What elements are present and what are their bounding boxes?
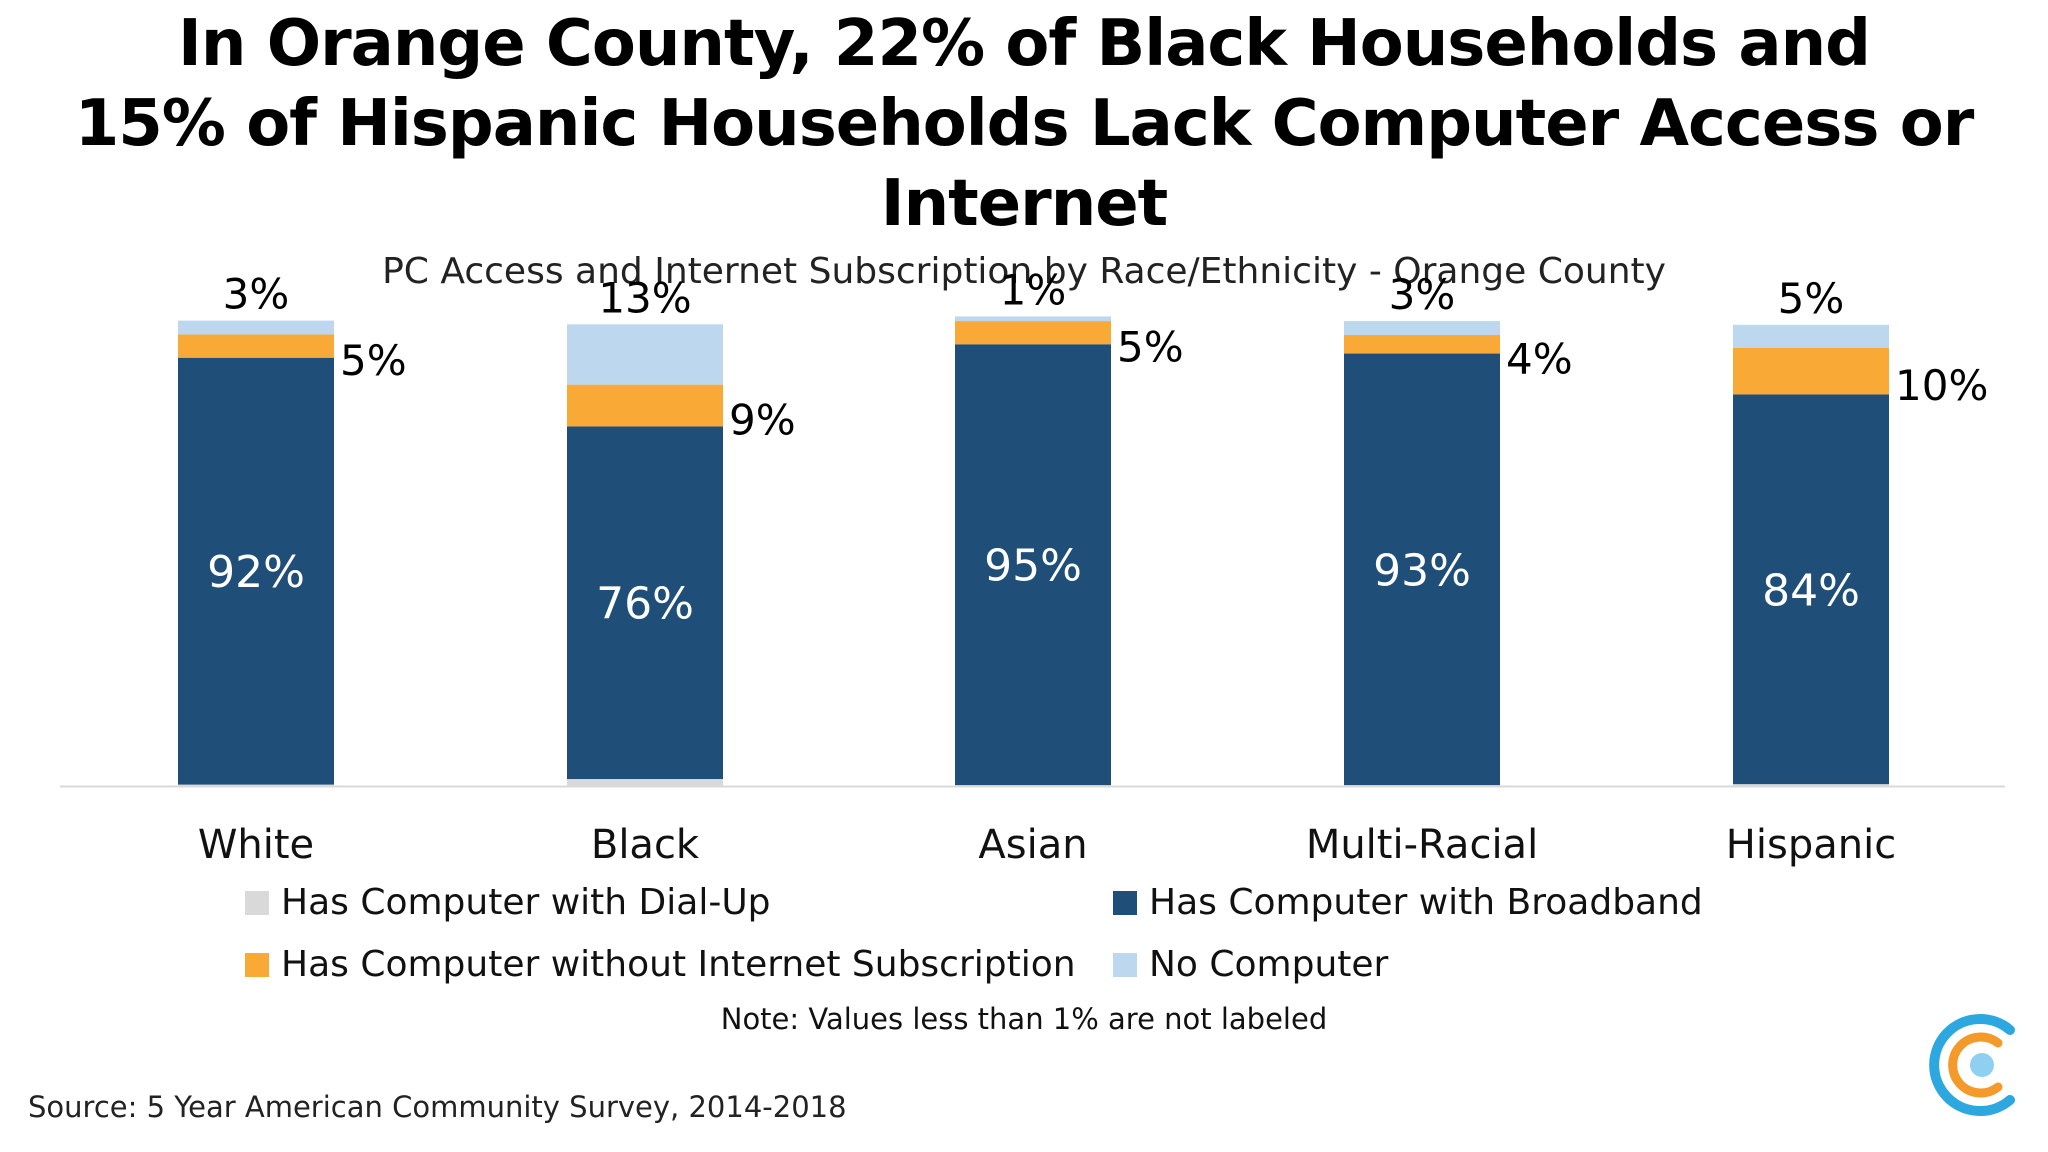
data-label-broadband-white: 92% (207, 547, 305, 598)
data-label-no-computer-black: 13% (598, 273, 691, 322)
concentric-c-logo-icon (1929, 1014, 2015, 1116)
legend-swatch-no-computer (1113, 952, 1137, 977)
bar-dialup-black (567, 779, 723, 786)
data-label-no-computer-hispanic: 5% (1778, 274, 1845, 323)
bar-dialup-hispanic (1733, 784, 1889, 786)
bar-dialup-white (178, 784, 334, 786)
chart-note: Note: Values less than 1% are not labele… (720, 1002, 1328, 1036)
title-block: In Orange County, 22% of Black Household… (0, 4, 2048, 294)
bar-dialup-asian (955, 785, 1111, 786)
chart-subtitle: PC Access and Internet Subscription by R… (382, 251, 1666, 292)
bar-no-subscription-white (178, 334, 334, 358)
bar-no-subscription-hispanic (1733, 347, 1889, 395)
legend-label-broadband: Has Computer with Broadband (1149, 882, 1703, 923)
legend-item-no-subscription: Has Computer without Internet Subscripti… (245, 944, 1076, 985)
legend-swatch-dialup (245, 890, 269, 915)
category-label-white: White (198, 822, 314, 868)
bar-no-computer-black (567, 324, 723, 385)
legend-item-no-computer: No Computer (1113, 944, 1388, 985)
legend-label-no-computer: No Computer (1149, 944, 1389, 985)
data-label-no-subscription-hispanic: 10% (1895, 361, 1988, 410)
bar-broadband-hispanic (1733, 394, 1889, 785)
bar-no-computer-asian (955, 316, 1111, 322)
legend-item-dialup: Has Computer with Dial-Up (245, 882, 771, 923)
data-label-broadband-asian: 95% (984, 541, 1082, 592)
category-label-black: Black (591, 822, 700, 868)
legend-item-broadband: Has Computer with Broadband (1113, 882, 1703, 923)
chart-title-line-1: In Orange County, 22% of Black Household… (178, 7, 1871, 81)
bar-no-subscription-multi-racial (1344, 334, 1500, 354)
bar-no-computer-multi-racial (1344, 321, 1500, 335)
data-label-no-subscription-white: 5% (340, 336, 407, 385)
bar-no-subscription-asian (955, 321, 1111, 345)
legend-label-dialup: Has Computer with Dial-Up (281, 882, 771, 923)
legend-swatch-broadband (1113, 890, 1137, 915)
data-label-no-subscription-multi-racial: 4% (1506, 334, 1573, 383)
data-label-broadband-hispanic: 84% (1762, 565, 1860, 616)
data-label-broadband-black: 76% (596, 579, 694, 630)
bar-no-computer-hispanic (1733, 324, 1889, 348)
legend-label-no-subscription: Has Computer without Internet Subscripti… (281, 944, 1076, 985)
legend-swatch-no-subscription (245, 952, 269, 977)
data-label-broadband-multi-racial: 93% (1373, 545, 1471, 596)
chart-title-line-2: 15% of Hispanic Households Lack Computer… (74, 87, 1975, 241)
bar-broadband-asian (955, 344, 1111, 786)
bar-no-subscription-black (567, 384, 723, 427)
category-label-hispanic: Hispanic (1726, 822, 1896, 868)
data-label-no-computer-multi-racial: 3% (1389, 270, 1456, 319)
category-label-asian: Asian (978, 822, 1087, 868)
category-label-multi-racial: Multi-Racial (1306, 822, 1538, 868)
data-label-no-subscription-black: 9% (729, 396, 796, 445)
bar-broadband-multi-racial (1344, 353, 1500, 786)
bar-broadband-black (567, 426, 723, 780)
source-text: Source: 5 Year American Community Survey… (28, 1090, 847, 1124)
data-label-no-subscription-asian: 5% (1117, 323, 1184, 372)
bar-no-computer-white (178, 320, 334, 335)
data-label-no-computer-white: 3% (223, 270, 290, 319)
bar-dialup-multi-racial (1344, 785, 1500, 786)
bar-broadband-white (178, 357, 334, 785)
data-label-no-computer-asian: 1% (1000, 265, 1067, 314)
